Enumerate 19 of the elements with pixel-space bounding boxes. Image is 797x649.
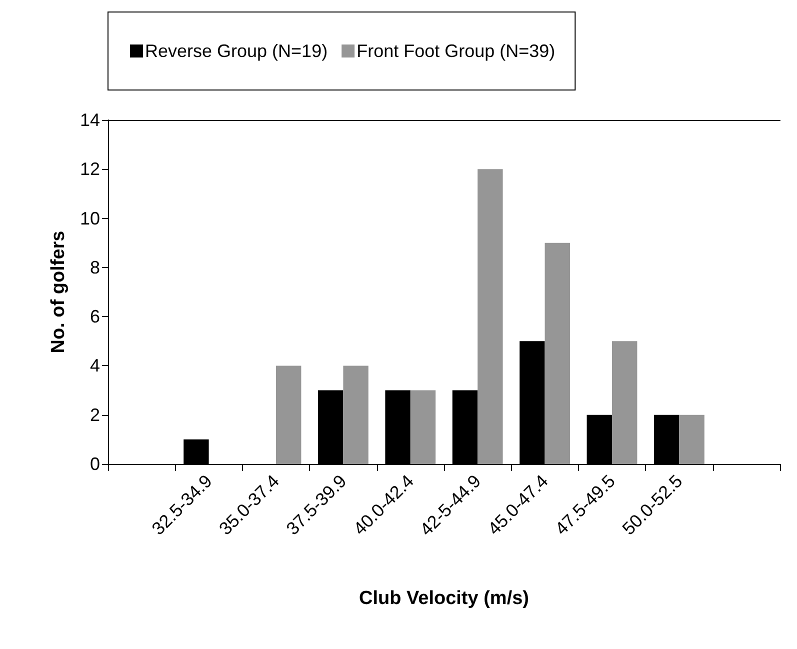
bar	[410, 390, 436, 464]
y-tick-label: 10	[80, 208, 100, 228]
legend-label: Front Foot Group (N=39)	[356, 41, 556, 61]
bar	[544, 242, 570, 464]
y-tick-label: 12	[80, 159, 100, 180]
y-tick-label: 8	[90, 257, 100, 278]
y-tick-label: 4	[90, 356, 100, 376]
bar	[343, 366, 368, 464]
x-axis-title: Club Velocity (m/s)	[359, 588, 529, 609]
bar	[478, 169, 503, 464]
legend-label: Reverse Group (N=19)	[145, 41, 328, 61]
bar	[679, 414, 704, 464]
y-tick-label: 14	[80, 110, 100, 130]
y-tick-label: 6	[90, 306, 100, 327]
y-tick-label: 0	[90, 454, 100, 474]
y-axis-title: No. of golfers	[48, 230, 69, 354]
bar	[612, 341, 638, 464]
bar	[276, 366, 302, 464]
y-tick-label: 2	[90, 404, 100, 425]
